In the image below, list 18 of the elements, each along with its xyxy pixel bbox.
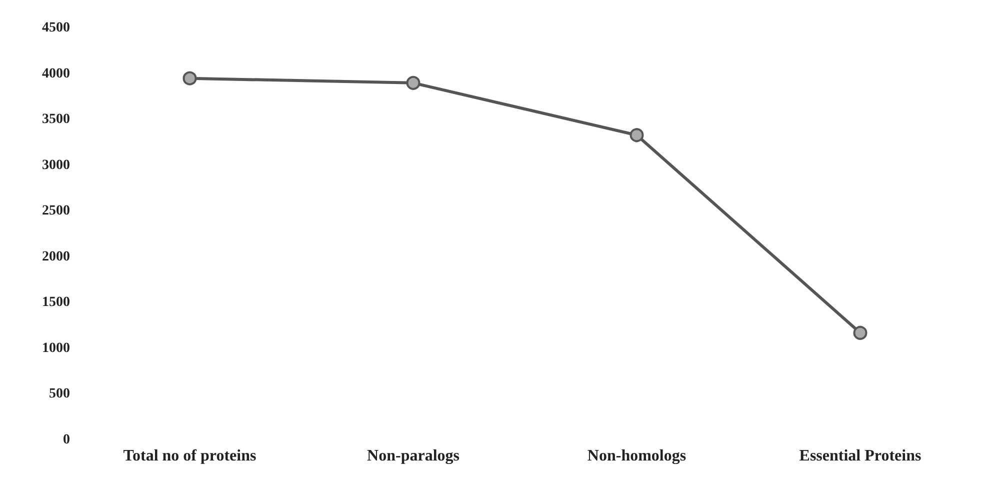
- x-tick-label: Total no of proteins: [123, 448, 256, 464]
- point: [853, 326, 868, 340]
- y-tick-label: 3000: [42, 158, 70, 173]
- y-tick-label: 3500: [42, 112, 70, 128]
- y-tick-label: 0: [63, 432, 70, 448]
- point: [630, 128, 644, 142]
- y-tick-label: 1500: [42, 295, 70, 310]
- y-tick-label: 500: [49, 386, 70, 402]
- x-tick-label: Non-paralogs: [367, 448, 460, 464]
- x-tick-label: Essential Proteins: [799, 448, 922, 464]
- point: [406, 76, 420, 90]
- y-tick-label: 2000: [42, 249, 70, 264]
- x-tick-label: Non-homologs: [587, 448, 686, 464]
- y-tick-label: 1000: [42, 340, 70, 356]
- y-tick-label: 4500: [42, 20, 70, 36]
- y-tick-label: 2500: [42, 204, 70, 219]
- point: [182, 71, 197, 86]
- y-tick-label: 4000: [42, 66, 70, 82]
